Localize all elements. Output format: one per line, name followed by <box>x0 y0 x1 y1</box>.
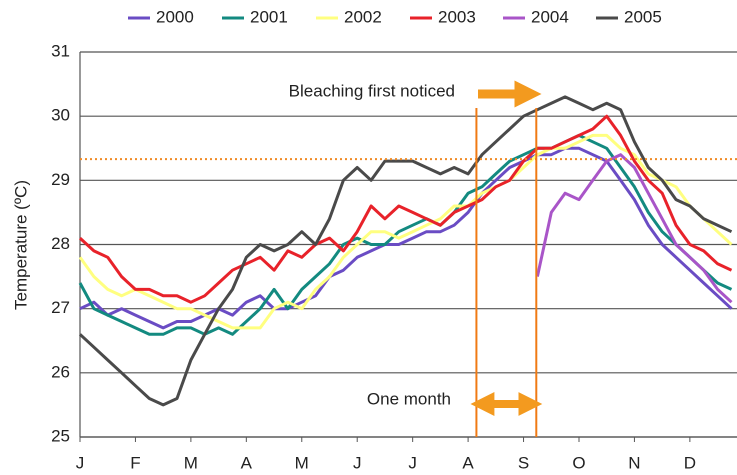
x-tick-label: A <box>462 453 474 472</box>
x-tick-label: J <box>353 453 362 472</box>
y-tick-label: 26 <box>51 362 70 381</box>
x-tick-label: O <box>572 453 585 472</box>
annotation: One month <box>367 389 451 408</box>
legend-label: 2004 <box>531 7 569 26</box>
series-line <box>78 95 733 407</box>
legend-label: 2002 <box>344 7 382 26</box>
x-tick-label: J <box>408 453 417 472</box>
legend-label: 2000 <box>156 7 194 26</box>
y-tick-label: 31 <box>51 41 70 60</box>
series-line <box>78 114 733 304</box>
x-tick-label: A <box>241 453 253 472</box>
x-tick-label: N <box>628 453 640 472</box>
x-tick-label: D <box>684 453 696 472</box>
x-tick-label: M <box>295 453 309 472</box>
y-tick-label: 27 <box>51 298 70 317</box>
y-tick-label: 25 <box>51 426 70 445</box>
series-line <box>78 133 733 336</box>
y-tick-label: 30 <box>51 106 70 125</box>
x-tick-label: F <box>130 453 140 472</box>
legend-label: 2005 <box>624 7 662 26</box>
x-tick-label: M <box>184 453 198 472</box>
y-tick-label: 29 <box>51 170 70 189</box>
legend-label: 2001 <box>250 7 288 26</box>
legend-label: 2003 <box>438 7 476 26</box>
series-line <box>535 153 733 304</box>
series-line <box>79 146 733 330</box>
y-tick-label: 28 <box>51 234 70 253</box>
y-axis-label: Temperature (ºC) <box>11 180 30 310</box>
series-line <box>78 133 733 330</box>
x-tick-label: S <box>518 453 529 472</box>
annotation: Bleaching first noticed <box>289 81 455 100</box>
x-tick-label: J <box>76 453 85 472</box>
